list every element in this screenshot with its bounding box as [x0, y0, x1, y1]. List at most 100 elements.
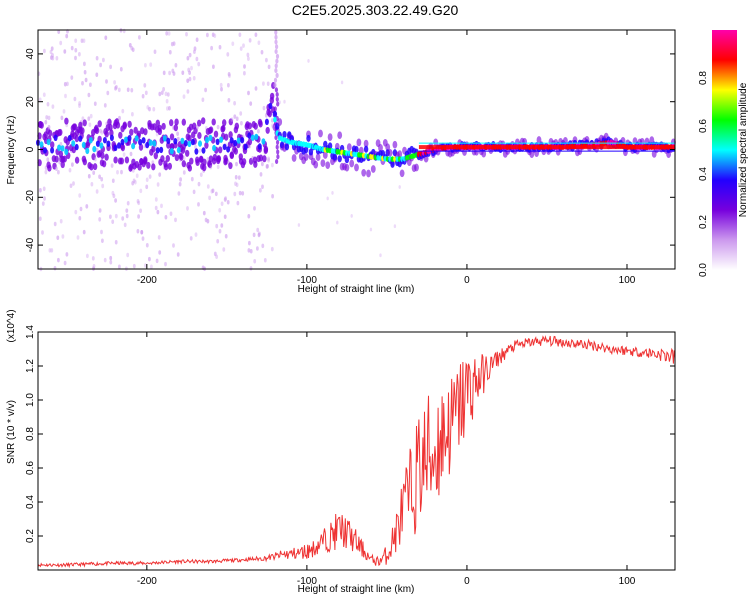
y-tick-label: 1.4 — [25, 325, 36, 339]
spectrogram-noise-point — [167, 31, 171, 36]
x-tick-label: 0 — [464, 576, 470, 587]
spectrogram-noise-point — [132, 263, 136, 269]
spectrogram-band-point — [201, 147, 206, 154]
spectrogram-noise-point — [43, 196, 46, 201]
spectrogram-band-point — [226, 146, 231, 153]
spectrogram-noise-point — [59, 219, 63, 224]
spectrogram-band-point — [211, 118, 216, 126]
spectrogram-noise-point — [206, 219, 210, 224]
spectrogram-band-point — [190, 138, 195, 146]
spectrogram-band-point — [174, 154, 180, 162]
spectrogram-band-point — [89, 163, 94, 171]
spectrogram-noise-point — [267, 64, 271, 70]
spectrogram-band-point — [240, 161, 246, 169]
spectrogram-noise-point — [141, 236, 145, 241]
spectrogram-noise-point — [186, 56, 190, 61]
spectrogram-band-point — [228, 131, 233, 139]
spectrogram-noise-point — [99, 128, 102, 134]
spectrogram-band-point — [223, 154, 228, 162]
spectrogram-noise-point — [154, 205, 158, 211]
spectrogram-band-point — [104, 153, 109, 161]
spectrogram-band-point — [193, 127, 198, 135]
spectrogram-band-point — [233, 139, 238, 147]
spectrogram-spike-point — [275, 44, 279, 50]
spectrogram-noise-point — [92, 170, 96, 176]
spectrogram-noise-point — [144, 63, 147, 68]
spectrogram-noise-point — [186, 78, 190, 84]
spectrogram-noise-point — [168, 70, 172, 76]
spectrogram-band-point — [163, 160, 168, 168]
spectrogram-band-point — [208, 134, 213, 142]
spectrogram-band-point — [181, 160, 186, 168]
spectrogram-noise-point — [254, 86, 258, 91]
spectrogram-noise-point — [195, 56, 199, 62]
spectrogram-band-point — [247, 138, 253, 146]
spectrogram-ridge-point — [385, 143, 391, 152]
spectrogram-noise-point — [238, 32, 242, 38]
spectrogram-band-point — [50, 147, 55, 154]
spectrogram-noise-point — [114, 213, 118, 219]
spectrogram-band-point — [212, 144, 217, 152]
spectrogram-noise-point — [105, 79, 108, 84]
spectrogram-noise-point — [110, 163, 114, 168]
spectrogram-band-point — [95, 140, 100, 147]
spectrogram-noise-point — [126, 252, 130, 258]
spectrogram-band-point — [264, 118, 269, 126]
snr-y-axis-label: SNR (10 * v/v) — [6, 400, 17, 464]
spectrogram-band-point — [266, 108, 271, 116]
spectrogram-band-point — [64, 148, 69, 155]
spectrogram-noise-point — [106, 90, 110, 96]
spectrogram-band-point — [261, 138, 266, 145]
spectrogram-band-point — [219, 136, 224, 143]
spectrogram-noise-point — [80, 38, 84, 43]
spectrogram-noise-point — [247, 248, 251, 253]
spectrogram-noise-point — [63, 49, 67, 54]
spectrogram-noise-point — [266, 163, 269, 169]
spectrogram-band-point — [131, 142, 136, 150]
spectrogram-ridge-point — [327, 133, 333, 141]
spectrogram-noise-point — [190, 65, 193, 71]
spectrogram-band-point — [100, 151, 105, 160]
colorbar-tick-label: 0.4 — [698, 167, 709, 181]
spectrogram-ridge-point — [322, 151, 328, 159]
spectrogram-band-point — [53, 134, 58, 141]
spectrogram-noise-point — [137, 214, 141, 219]
spectrogram-noise-point — [70, 75, 74, 80]
spectrogram-noise-point — [271, 162, 274, 168]
spectrogram-band-point — [222, 143, 227, 151]
x-tick-label: 100 — [619, 275, 636, 286]
colorbar-tick-label: 0.0 — [698, 263, 709, 277]
spectrogram-noise-point — [47, 115, 51, 121]
spectrogram-noise-point — [218, 229, 222, 234]
spectrogram-ridge-point — [397, 150, 403, 158]
spectrogram-band-point — [220, 125, 225, 133]
spectrogram-band-point — [92, 145, 97, 153]
spectrogram-noise-point — [188, 76, 192, 82]
spectrogram-noise-point — [119, 67, 123, 72]
spectrogram-noise-point — [87, 92, 91, 98]
x-tick-label: -200 — [137, 576, 157, 587]
spectrogram-band-point — [127, 120, 132, 128]
spectrogram-noise-point — [172, 243, 175, 248]
spectrogram-noise-point — [230, 117, 234, 122]
spectrogram-noise-point — [145, 184, 149, 190]
spectrogram-band-point — [46, 161, 51, 169]
spectrogram-band-point — [173, 124, 178, 132]
spectrogram-noise-point — [139, 208, 143, 213]
spectrogram-ridge-point — [363, 139, 369, 148]
spectrogram-band-point — [74, 156, 80, 164]
spectrogram-noise-point — [82, 38, 86, 44]
spectrogram-band-point — [269, 96, 274, 104]
spectrogram-noise-point — [259, 188, 262, 193]
spectrogram-noise-point — [262, 81, 265, 86]
spectrogram-noise-point — [57, 257, 60, 263]
spectrogram-noise-point — [261, 161, 264, 167]
spectrogram-ridge-point — [308, 148, 314, 156]
spectrogram-band-point — [99, 142, 104, 149]
spectrogram-noise-point — [47, 125, 51, 130]
spectrogram-band-point — [197, 131, 202, 140]
spectrogram-noise-point — [112, 193, 116, 199]
spectrogram-noise-point — [210, 45, 214, 51]
spectrogram-ridge-point — [387, 148, 393, 157]
spectrogram-band-point — [114, 118, 120, 126]
